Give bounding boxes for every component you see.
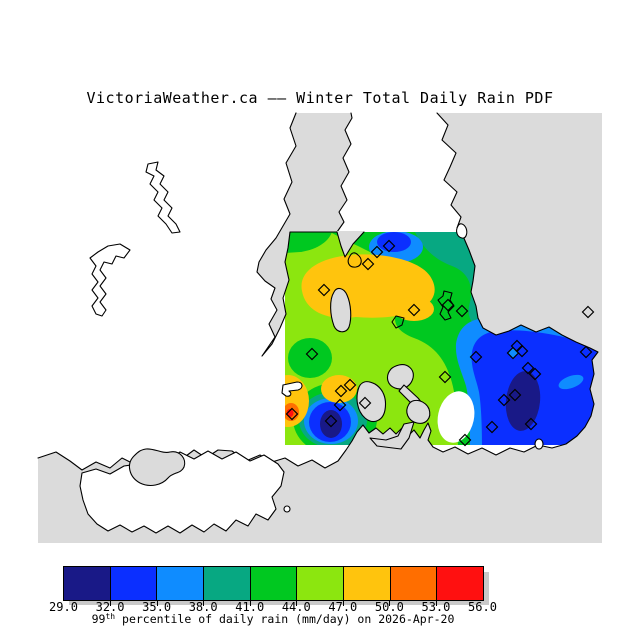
colorbar-tick: [249, 600, 251, 606]
water-harbour-complex: [356, 364, 431, 450]
colorbar-tick: [296, 600, 298, 606]
station-marker: [343, 378, 357, 392]
station-marker: [358, 396, 372, 410]
lake-prospect: [391, 315, 405, 329]
station-marker: [579, 345, 593, 359]
colorbar-tick-label: 32.0: [95, 600, 125, 614]
colorbar-tick: [110, 600, 112, 606]
lake-langford: [281, 381, 303, 397]
station-marker: [469, 350, 483, 364]
colorbar-tick: [203, 600, 205, 606]
island-trial: [534, 438, 544, 450]
colorbar-tick-label: 47.0: [328, 600, 358, 614]
station-marker: [528, 367, 542, 381]
water-saanich-inlet: [337, 231, 364, 257]
station-marker: [581, 305, 595, 319]
islet-north-spit: [456, 223, 468, 239]
station-marker: [485, 420, 499, 434]
caption-superscript: th: [105, 612, 116, 621]
colorbar-tick: [342, 600, 344, 606]
station-marker: [370, 245, 384, 259]
plot-title: VictoriaWeather.ca —— Winter Total Daily…: [86, 89, 554, 107]
islet-race-rocks: [283, 505, 291, 513]
coastline: [37, 112, 599, 471]
colorbar-tick: [389, 600, 391, 606]
station-marker: [521, 361, 535, 375]
contour-below-scale: [437, 391, 475, 443]
colorbar-tick-label: 41.0: [235, 600, 265, 614]
station-marker: [455, 304, 469, 318]
colorbar-segment-4: [250, 567, 298, 600]
lake-sooke-reservoir: [89, 243, 131, 317]
colorbar-segment-1: [110, 567, 158, 600]
colorbar-segment-8: [437, 567, 484, 600]
water-finlayson-arm: [330, 287, 352, 333]
station-marker: [524, 417, 538, 431]
station-marker: [441, 298, 455, 312]
colorbar-tick: [435, 600, 437, 606]
colorbar: [63, 566, 484, 601]
lake-shawnigan: [145, 161, 181, 234]
colorbar-segment-0: [64, 567, 111, 600]
station-marker: [497, 393, 511, 407]
coastline: [336, 231, 365, 258]
colorbar-segment-2: [157, 567, 205, 600]
station-marker: [334, 384, 348, 398]
station-marker: [407, 303, 421, 317]
colorbar-tick-label: 44.0: [281, 600, 311, 614]
station-marker: [305, 347, 319, 361]
contour-band-35-38: [558, 374, 584, 390]
colorbar-tick-label: 35.0: [142, 600, 172, 614]
contour-band-41-44: [285, 232, 332, 253]
water-sooke-basin: [128, 448, 186, 487]
contour-band-29-32: [320, 410, 342, 438]
colorbar-caption: 99th percentile of daily rain (mm/day) o…: [63, 612, 483, 626]
caption-rest: percentile of daily rain (mm/day) on 202…: [115, 612, 455, 626]
colorbar-tick-label: 29.0: [49, 600, 78, 614]
colorbar-tick-label: 53.0: [421, 600, 451, 614]
contour-band-32-35: [377, 232, 411, 252]
colorbar-tick: [156, 600, 158, 606]
station-marker: [458, 433, 472, 447]
colorbar-segment-7: [390, 567, 438, 600]
station-marker: [382, 239, 396, 253]
colorbar-tick-label: 50.0: [374, 600, 404, 614]
colorbar-segment-6: [344, 567, 391, 600]
colorbar-segment-5: [297, 567, 345, 600]
station-marker: [285, 407, 299, 421]
coastline: [256, 112, 353, 357]
station-marker: [361, 257, 375, 271]
water-haro-juan-de-fuca: [38, 113, 602, 543]
lake-elk-beaver: [437, 290, 455, 321]
bay-brentwood: [347, 252, 362, 268]
station-marker: [333, 398, 347, 412]
colorbar-segment-3: [204, 567, 251, 600]
station-markers-layer: [285, 239, 595, 447]
station-marker: [515, 344, 529, 358]
colorbar-tick-label: 38.0: [188, 600, 218, 614]
water-saanich-inlet-channel: [257, 113, 352, 356]
colorbar-tick-label: 56.0: [468, 600, 497, 614]
station-marker: [324, 414, 338, 428]
station-marker: [317, 283, 331, 297]
contour-band-29-32: [505, 371, 541, 431]
station-marker: [508, 388, 522, 402]
contour-band-47-50: [394, 297, 434, 321]
station-marker: [438, 370, 452, 384]
caption-prefix: 99: [91, 612, 106, 626]
